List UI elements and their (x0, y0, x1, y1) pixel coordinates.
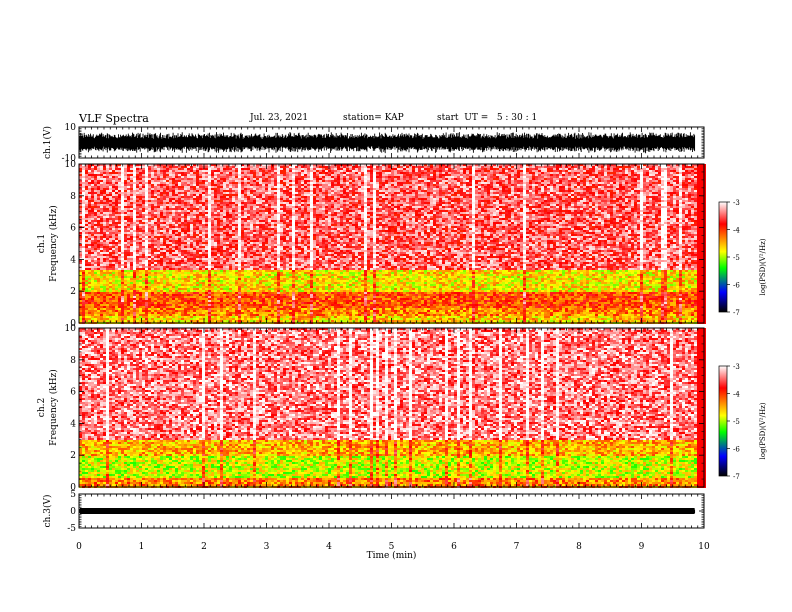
y-tick-label: 6 (70, 388, 76, 398)
colorbar-0 (718, 201, 728, 313)
colorbar-tick-label: -6 (733, 282, 740, 290)
y-axis-label: ch.1 (37, 234, 47, 253)
x-tick-label: 3 (264, 542, 270, 552)
y-tick-label: 0 (70, 507, 76, 517)
date-label: Jul. 23, 2021 (250, 113, 308, 123)
y-tick-label: -10 (62, 154, 77, 164)
y-tick-label: 4 (70, 419, 76, 429)
waveform-0 (79, 132, 696, 154)
x-tick-label: 9 (639, 542, 645, 552)
y-axis-label: Frequency (kHz) (48, 369, 59, 446)
chart-title: VLF Spectra (79, 112, 149, 125)
spectrogram-1 (79, 164, 706, 324)
colorbar-tick-label: -5 (733, 254, 740, 262)
colorbar-tick-label: -4 (733, 227, 740, 235)
y-tick-label: 6 (70, 224, 76, 234)
colorbar-tick-label: -4 (733, 391, 740, 399)
start-time-label: start UT = 5 : 30 : 1 (437, 113, 537, 123)
colorbar-label: log(PSD)(V²/Hz) (759, 402, 767, 459)
colorbar-tick-label: -7 (733, 309, 740, 317)
colorbar-tick-label: -6 (733, 446, 740, 454)
y-tick-label: 0 (70, 319, 76, 329)
y-tick-label: 5 (70, 490, 76, 500)
spectrogram-2 (79, 328, 706, 488)
x-tick-label: 5 (389, 542, 395, 552)
ch3-band (80, 508, 695, 514)
x-tick-label: 2 (201, 542, 207, 552)
y-tick-label: 4 (70, 255, 76, 265)
y-tick-label: 8 (70, 356, 76, 366)
y-tick-label: 2 (70, 451, 76, 461)
y-tick-label: 8 (70, 192, 76, 202)
x-tick-label: 1 (139, 542, 145, 552)
colorbar-tick-label: -5 (733, 418, 740, 426)
colorbar-tick-label: -3 (733, 199, 740, 207)
x-axis-label: Time (min) (367, 550, 417, 561)
y-tick-label: 10 (65, 160, 77, 170)
colorbar-tick-label: -3 (733, 363, 740, 371)
x-tick-label: 8 (576, 542, 582, 552)
colorbar-1 (718, 365, 728, 477)
colorbar-tick-label: -7 (733, 473, 740, 481)
y-tick-label: 0 (70, 483, 76, 493)
y-axis-label: Frequency (kHz) (48, 205, 59, 282)
x-tick-label: 10 (698, 542, 710, 552)
y-tick-label: 10 (65, 324, 77, 334)
y-axis-label: ch.3(V) (42, 495, 53, 528)
station-label: station= KAP (343, 113, 404, 123)
x-tick-label: 0 (76, 542, 82, 552)
colorbar-label: log(PSD)(V²/Hz) (759, 238, 767, 295)
y-axis-label: ch.2 (37, 398, 47, 417)
x-tick-label: 7 (514, 542, 520, 552)
y-tick-label: 2 (70, 287, 76, 297)
y-tick-label: -5 (67, 524, 76, 534)
x-tick-label: 6 (451, 542, 457, 552)
x-tick-label: 4 (326, 542, 332, 552)
y-axis-label: ch.1(V) (42, 126, 53, 159)
y-tick-label: 10 (65, 123, 77, 133)
